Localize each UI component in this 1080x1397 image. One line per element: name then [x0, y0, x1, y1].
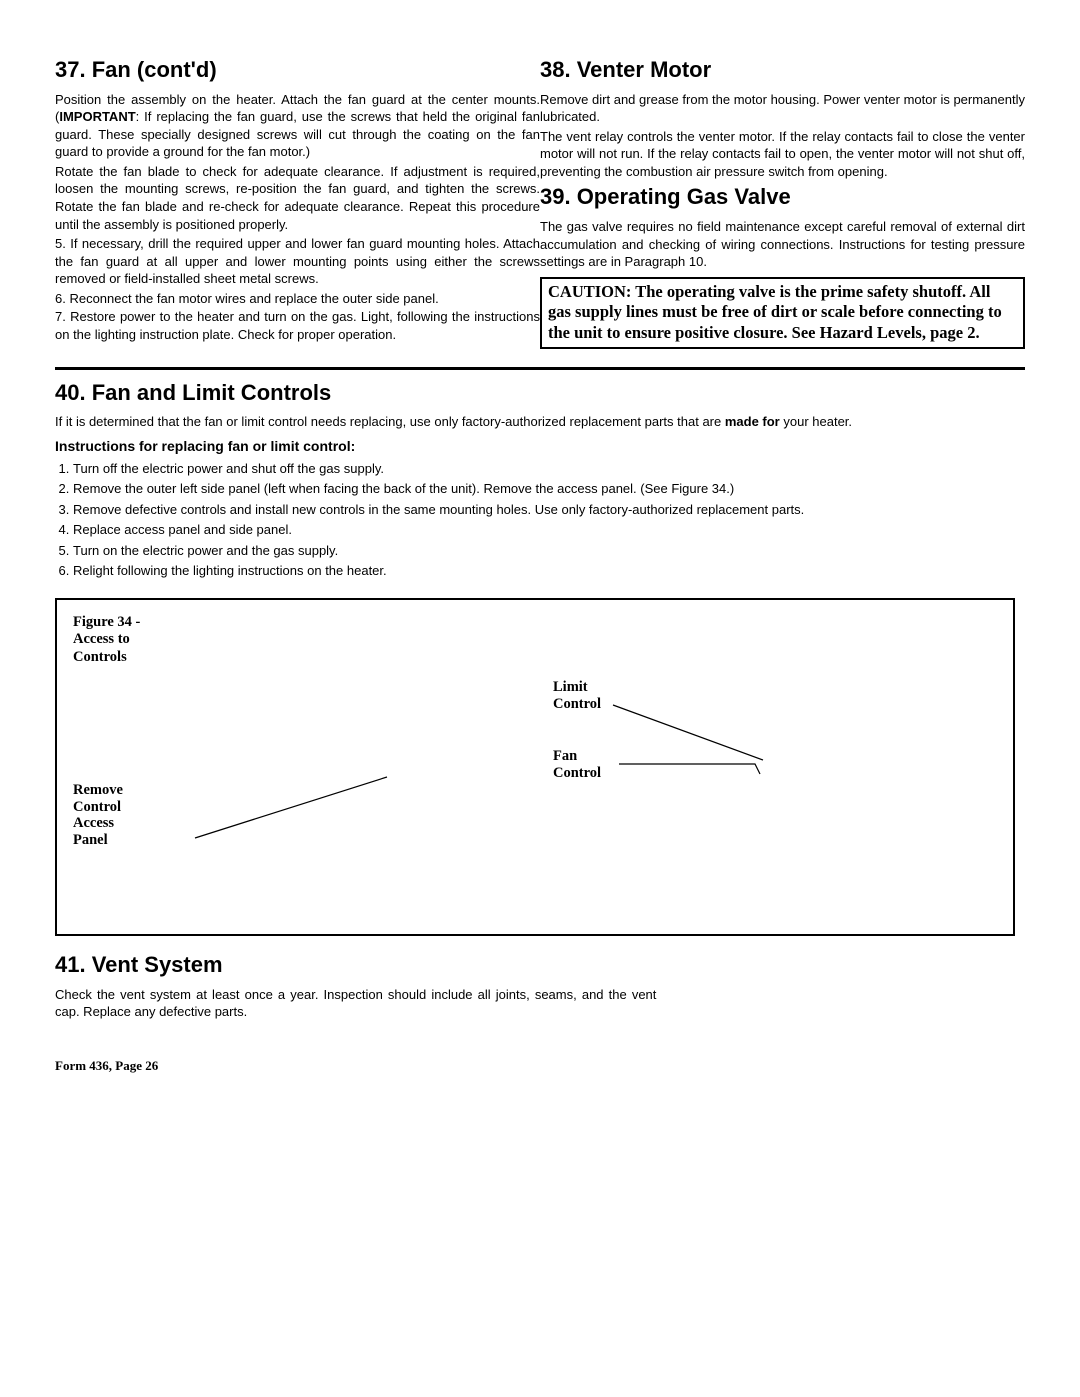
section-40-title: 40. Fan and Limit Controls [55, 378, 1025, 408]
step-5: Turn on the electric power and the gas s… [73, 542, 1025, 560]
step-6: Relight following the lighting instructi… [73, 562, 1025, 580]
section-37-p4: 6. Reconnect the fan motor wires and rep… [55, 290, 540, 308]
figure-34-lines [57, 600, 1013, 934]
page-footer: Form 436, Page 26 [55, 1057, 1025, 1075]
panel-leader-line [195, 777, 387, 838]
section-41-p1: Check the vent system at least once a ye… [55, 986, 656, 1021]
column-right: 38. Venter Motor Remove dirt and grease … [540, 55, 1025, 349]
step-3: Remove defective controls and install ne… [73, 501, 1025, 519]
section-37-p3: 5. If necessary, drill the required uppe… [55, 235, 540, 288]
section-40-sub: Instructions for replacing fan or limit … [55, 437, 1025, 456]
section-37-title: 37. Fan (cont'd) [55, 55, 540, 85]
divider-rule [55, 367, 1025, 370]
replace-steps-list: Turn off the electric power and shut off… [55, 460, 1025, 580]
fan-leader-line [619, 764, 760, 774]
step-1: Turn off the electric power and shut off… [73, 460, 1025, 478]
limit-leader-line [613, 705, 763, 760]
label-remove-panel: Remove Control Access Panel [73, 782, 123, 849]
section-41-title: 41. Vent System [55, 950, 1025, 980]
column-left: 37. Fan (cont'd) Position the assembly o… [55, 55, 540, 349]
section-40-intro: If it is determined that the fan or limi… [55, 413, 1025, 431]
label-limit-control: Limit Control [553, 679, 601, 712]
label-fan-control: Fan Control [553, 748, 601, 781]
step-2: Remove the outer left side panel (left w… [73, 480, 1025, 498]
figure-34-caption: Figure 34 - Access to Controls [73, 614, 140, 666]
section-38-p1: Remove dirt and grease from the motor ho… [540, 91, 1025, 126]
section-38-title: 38. Venter Motor [540, 55, 1025, 85]
section-37-p1: Position the assembly on the heater. Att… [55, 91, 540, 161]
section-37-p5: 7. Restore power to the heater and turn … [55, 308, 540, 343]
step-4: Replace access panel and side panel. [73, 521, 1025, 539]
figure-34-box: Figure 34 - Access to Controls Limit Con… [55, 598, 1015, 936]
top-two-column: 37. Fan (cont'd) Position the assembly o… [55, 55, 1025, 349]
caution-box: CAUTION: The operating valve is the prim… [540, 277, 1025, 349]
section-39-p1: The gas valve requires no field maintena… [540, 218, 1025, 271]
section-39-title: 39. Operating Gas Valve [540, 182, 1025, 212]
section-38-p2: The vent relay controls the venter motor… [540, 128, 1025, 181]
section-37-p2: Rotate the fan blade to check for adequa… [55, 163, 540, 233]
